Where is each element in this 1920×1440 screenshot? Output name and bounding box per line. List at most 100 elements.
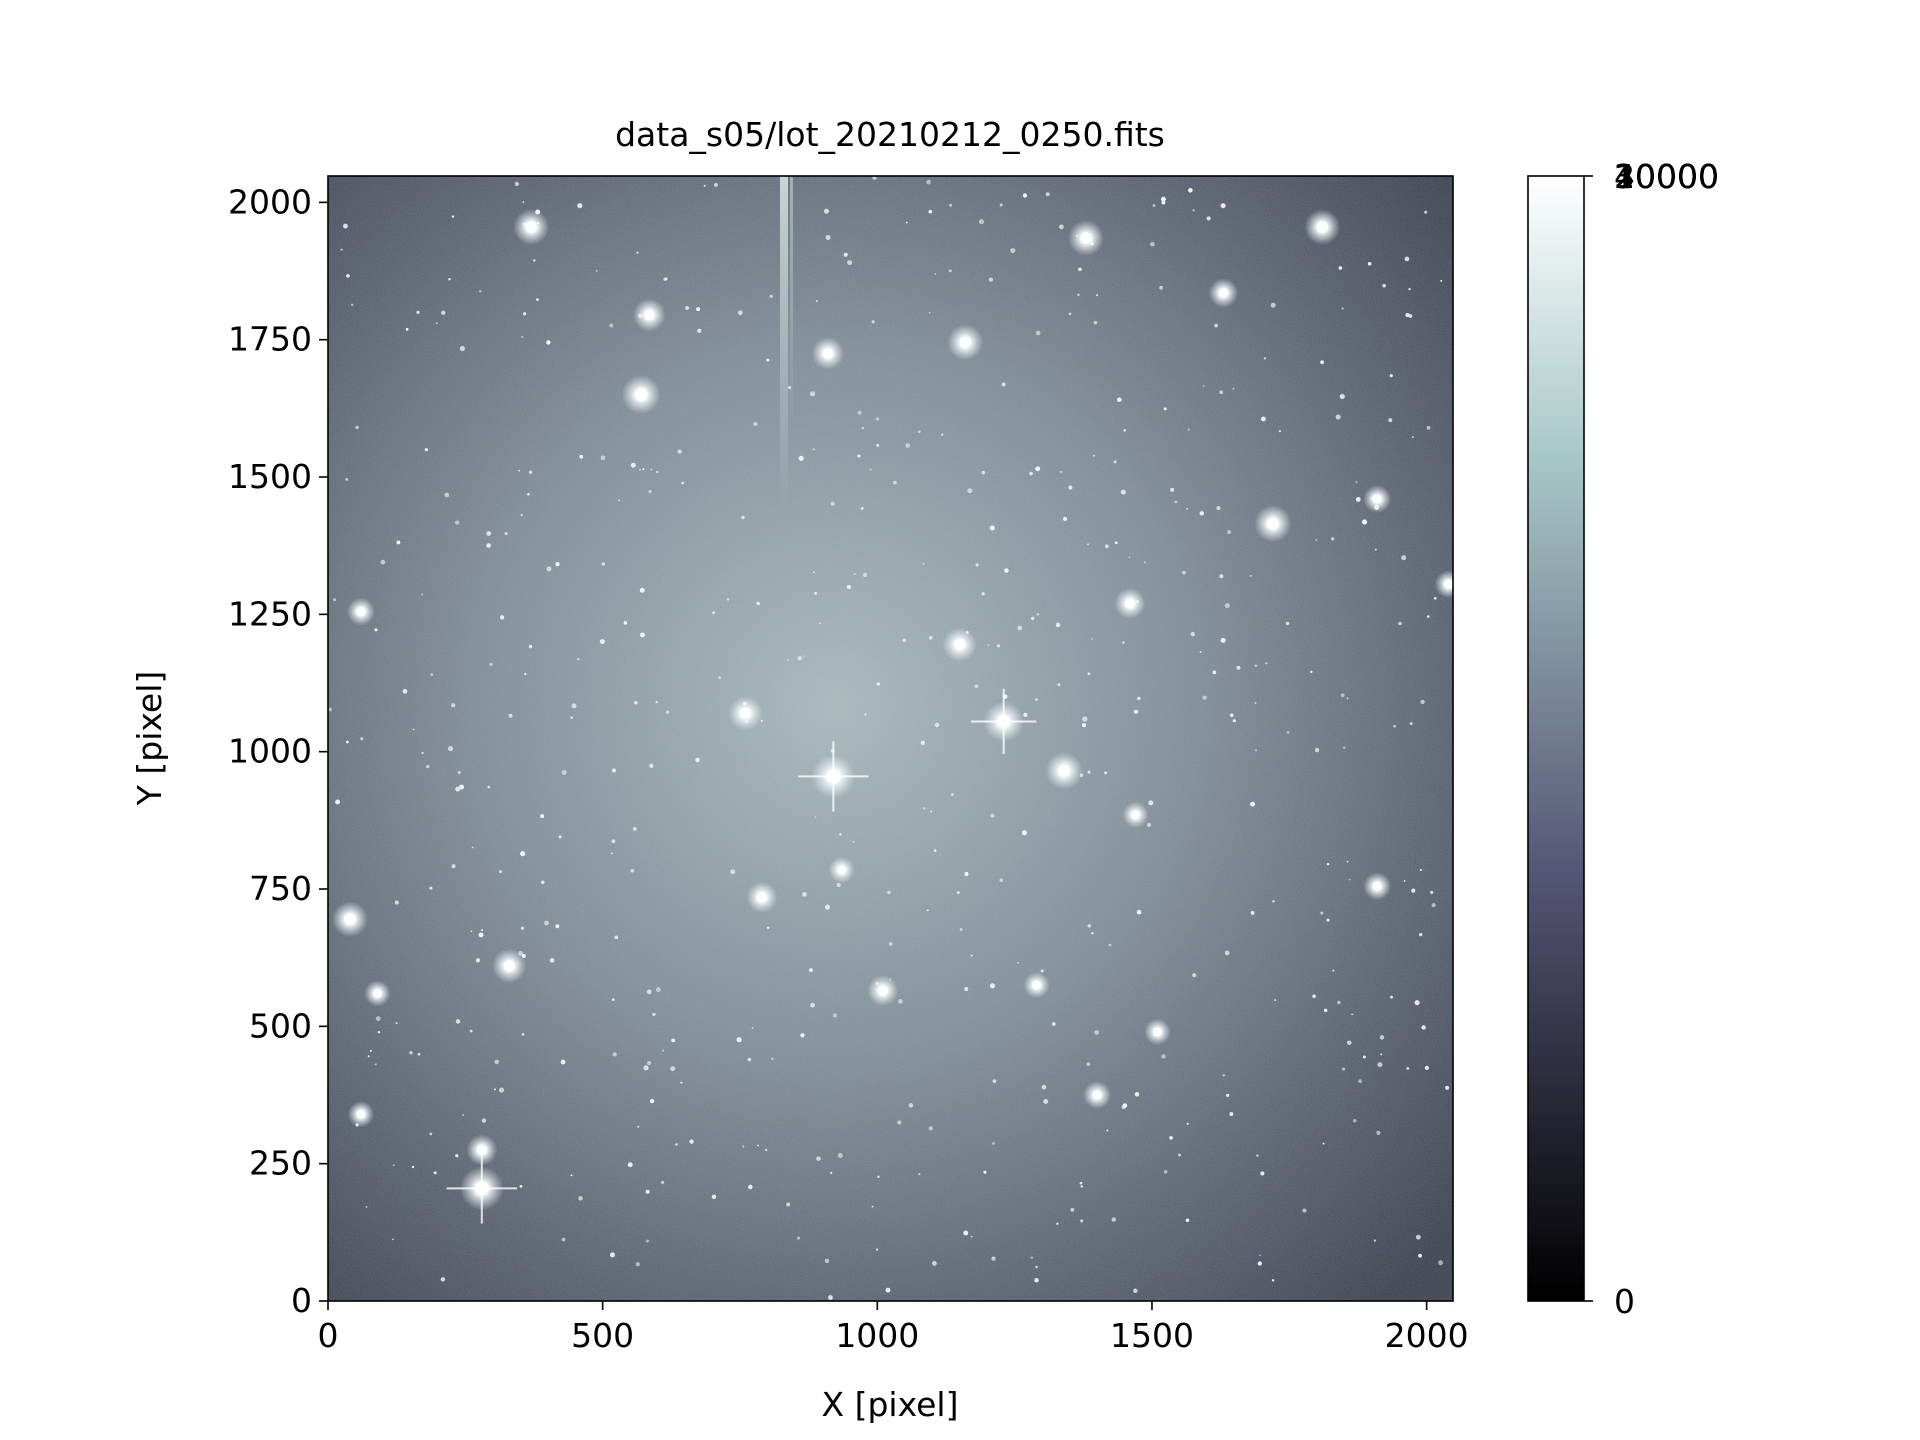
faint-source [744, 719, 749, 724]
faint-source [577, 658, 580, 661]
star-source [1363, 484, 1392, 513]
faint-source [928, 209, 933, 214]
faint-source [981, 592, 985, 596]
faint-source [518, 951, 524, 956]
faint-source [412, 728, 415, 731]
star-layer [331, 209, 1453, 1224]
faint-source [934, 273, 937, 275]
faint-source [640, 632, 645, 638]
faint-source [876, 682, 881, 686]
faint-source [797, 655, 802, 661]
faint-source [650, 468, 653, 471]
faint-source [1178, 1153, 1181, 1157]
faint-source [760, 719, 763, 723]
faint-source [897, 1120, 902, 1125]
faint-source [1106, 1129, 1109, 1132]
faint-source [1185, 1218, 1190, 1223]
faint-source [470, 930, 473, 933]
faint-source [824, 1258, 830, 1264]
faint-source [875, 417, 880, 421]
faint-source [902, 638, 906, 643]
faint-source [1434, 596, 1437, 600]
star-source [492, 948, 527, 984]
faint-source [1123, 429, 1127, 432]
faint-source [1087, 672, 1091, 676]
faint-source [519, 1185, 523, 1188]
faint-source [343, 223, 348, 229]
faint-source [1254, 701, 1257, 704]
faint-source [1411, 436, 1414, 439]
faint-source [832, 1013, 837, 1018]
faint-source [766, 926, 770, 929]
faint-source [646, 989, 652, 995]
faint-source [1380, 1053, 1383, 1056]
faint-source [1134, 1091, 1140, 1097]
faint-source [857, 410, 862, 415]
faint-source [655, 987, 661, 993]
faint-source [931, 1260, 937, 1266]
faint-source [887, 890, 891, 895]
faint-source [392, 1164, 395, 1167]
faint-source [521, 954, 526, 958]
faint-source [1001, 382, 1006, 387]
faint-source [681, 481, 684, 485]
faint-source [639, 587, 645, 593]
faint-source [1021, 830, 1028, 836]
faint-source [1260, 1171, 1265, 1176]
star-source [346, 597, 375, 626]
faint-source [889, 978, 891, 981]
faint-source [747, 1057, 752, 1062]
faint-source [1226, 1093, 1230, 1097]
faint-source [521, 1033, 525, 1036]
faint-source [435, 322, 438, 325]
faint-source [663, 277, 667, 282]
faint-source [992, 1079, 997, 1084]
faint-source [611, 768, 616, 773]
faint-source [595, 269, 598, 272]
faint-source [1232, 719, 1236, 723]
faint-source [1445, 1085, 1450, 1090]
faint-source [426, 764, 430, 769]
faint-source [1004, 568, 1009, 573]
faint-source [558, 835, 562, 839]
faint-source [1374, 504, 1380, 510]
y-tick-label: 250 [249, 1144, 312, 1183]
faint-source [757, 1144, 759, 1147]
faint-source [1031, 616, 1035, 620]
faint-source [1426, 426, 1431, 430]
faint-source [1034, 1278, 1039, 1283]
faint-source [814, 591, 818, 595]
faint-source [475, 958, 481, 963]
faint-source [988, 277, 993, 282]
faint-source [536, 221, 540, 225]
faint-source [645, 1189, 650, 1194]
faint-source [1128, 556, 1131, 559]
faint-source [421, 751, 424, 755]
plot-frame [327, 175, 1454, 1302]
colorbar-frame [1527, 175, 1585, 1302]
faint-source [1133, 1288, 1138, 1293]
faint-source [1370, 496, 1374, 500]
faint-source [647, 1061, 652, 1066]
faint-source [1075, 234, 1079, 237]
faint-source [540, 814, 545, 819]
faint-source [417, 1052, 421, 1056]
y-tick-label: 1250 [228, 594, 312, 633]
faint-source [1030, 1256, 1033, 1259]
faint-source [638, 468, 641, 471]
faint-source [1222, 1074, 1225, 1077]
faint-source [429, 1132, 433, 1136]
faint-source [1163, 407, 1167, 411]
faint-source [1374, 548, 1377, 551]
faint-source [520, 514, 523, 517]
faint-source [1377, 1062, 1383, 1068]
faint-source [814, 816, 817, 818]
faint-source [1265, 662, 1268, 665]
faint-source [1286, 731, 1290, 734]
faint-source [928, 1126, 933, 1131]
faint-source [561, 769, 567, 775]
faint-source [905, 221, 908, 224]
faint-source [648, 490, 652, 494]
faint-source [1426, 615, 1430, 618]
faint-source [1260, 416, 1266, 422]
